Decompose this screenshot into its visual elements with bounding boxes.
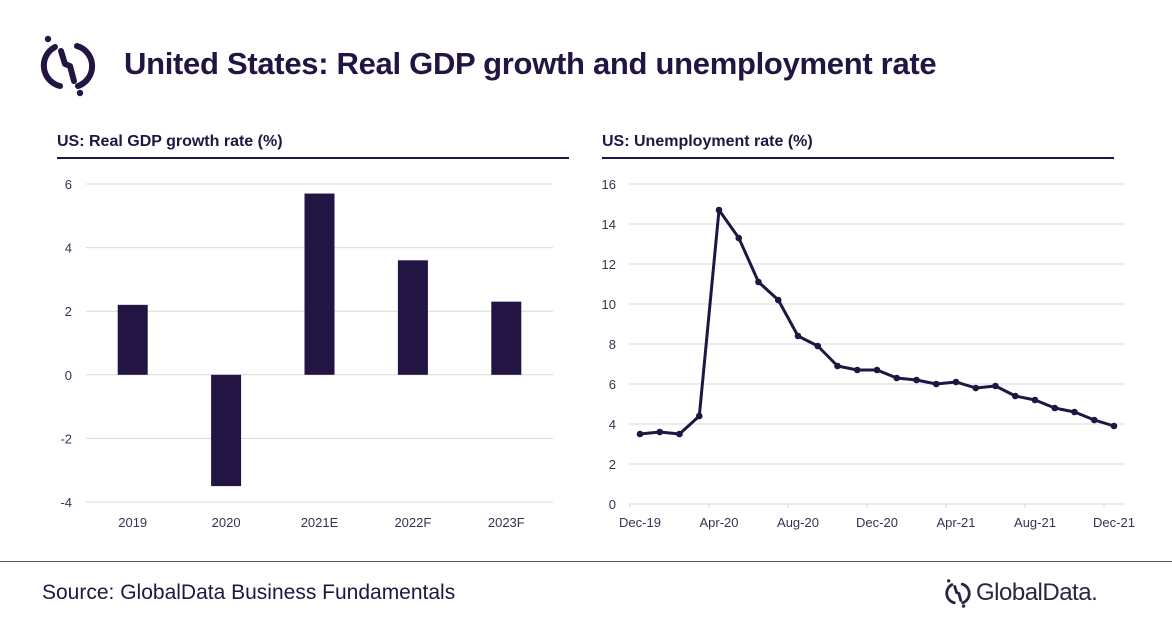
y-tick-label: 10 (602, 297, 616, 312)
x-tick-label: Aug-21 (1014, 515, 1056, 530)
data-point-Jul-21 (1011, 392, 1019, 400)
data-point-Aug-21 (1031, 396, 1039, 404)
unemployment-title-rule (602, 157, 1114, 159)
y-tick-label: 6 (65, 177, 72, 192)
data-point-Nov-21 (1090, 416, 1098, 424)
footer-divider (0, 561, 1172, 562)
data-point-Oct-20 (834, 362, 841, 370)
y-tick-label: 6 (609, 377, 616, 392)
data-point-Jun-21 (992, 382, 999, 390)
y-tick-label: 4 (609, 417, 616, 432)
globaldata-logo-icon (945, 579, 971, 608)
page-title: United States: Real GDP growth and unemp… (124, 46, 937, 81)
data-point-Apr-21 (952, 378, 960, 386)
gdp-title-rule (57, 157, 569, 159)
data-point-Nov-20 (853, 366, 861, 374)
y-tick-label: 2 (609, 457, 616, 472)
data-point-Sep-20 (814, 342, 822, 350)
data-point-Apr-20 (715, 206, 723, 214)
x-tick-label: Dec-19 (619, 515, 661, 530)
y-tick-label: 8 (609, 337, 616, 352)
data-point-Jan-20 (656, 428, 664, 436)
x-tick-label: 2022F (394, 515, 431, 530)
x-tick-label: 2020 (212, 515, 241, 530)
data-point-Dec-21 (1110, 422, 1118, 430)
bar-2021E (304, 193, 335, 375)
x-tick-label: Aug-20 (777, 515, 819, 530)
x-tick-label: 2023F (488, 515, 525, 530)
data-point-May-21 (972, 384, 980, 392)
y-tick-label: 4 (65, 241, 72, 256)
data-point-Mar-20 (695, 412, 703, 420)
data-point-Jul-20 (774, 296, 782, 304)
data-point-Aug-20 (794, 332, 802, 340)
data-point-Dec-20 (873, 366, 881, 374)
data-point-May-20 (735, 234, 743, 242)
y-tick-label: 0 (609, 497, 616, 512)
y-tick-label: -4 (60, 495, 72, 510)
bar-2022F (397, 260, 428, 375)
source-note: Source: GlobalData Business Fundamentals (42, 581, 456, 604)
y-tick-label: -2 (60, 431, 72, 446)
unemployment-chart-title: US: Unemployment rate (%) (602, 133, 813, 150)
y-tick-label: 12 (602, 257, 616, 272)
gdp-bar-chart: 6 4 2 0 -2 -4 2019 2020 2021E 2022F 2023F (60, 177, 553, 530)
data-point-Jun-20 (755, 278, 762, 286)
x-tick-label: 2021E (301, 515, 339, 530)
globaldata-logo-icon (40, 35, 96, 97)
bar-2019 (117, 304, 148, 375)
y-tick-label: 16 (602, 177, 616, 192)
unemployment-series-line (639, 208, 1115, 436)
x-tick-label: 2019 (118, 515, 147, 530)
brand-name: GlobalData. (976, 579, 1098, 606)
x-tick-label: Dec-20 (856, 515, 898, 530)
data-point-Sep-21 (1051, 404, 1059, 412)
data-point-Oct-21 (1071, 408, 1078, 416)
x-tick-label: Apr-21 (936, 515, 975, 530)
data-point-Jan-21 (893, 374, 901, 382)
x-tick-label: Apr-20 (699, 515, 738, 530)
data-point-Feb-21 (913, 376, 920, 384)
data-point-Mar-21 (932, 380, 940, 388)
bar-2023F (491, 301, 522, 375)
gdp-chart-title: US: Real GDP growth rate (%) (57, 133, 283, 150)
x-tick-label: Dec-21 (1093, 515, 1135, 530)
y-tick-label: 0 (65, 368, 72, 383)
bar-2020 (211, 374, 242, 487)
y-tick-label: 14 (602, 217, 616, 232)
data-point-Feb-20 (676, 430, 683, 438)
brand-logo: GlobalData. (944, 576, 1098, 610)
y-tick-label: 2 (65, 304, 72, 319)
data-point-Dec-19 (636, 430, 644, 438)
